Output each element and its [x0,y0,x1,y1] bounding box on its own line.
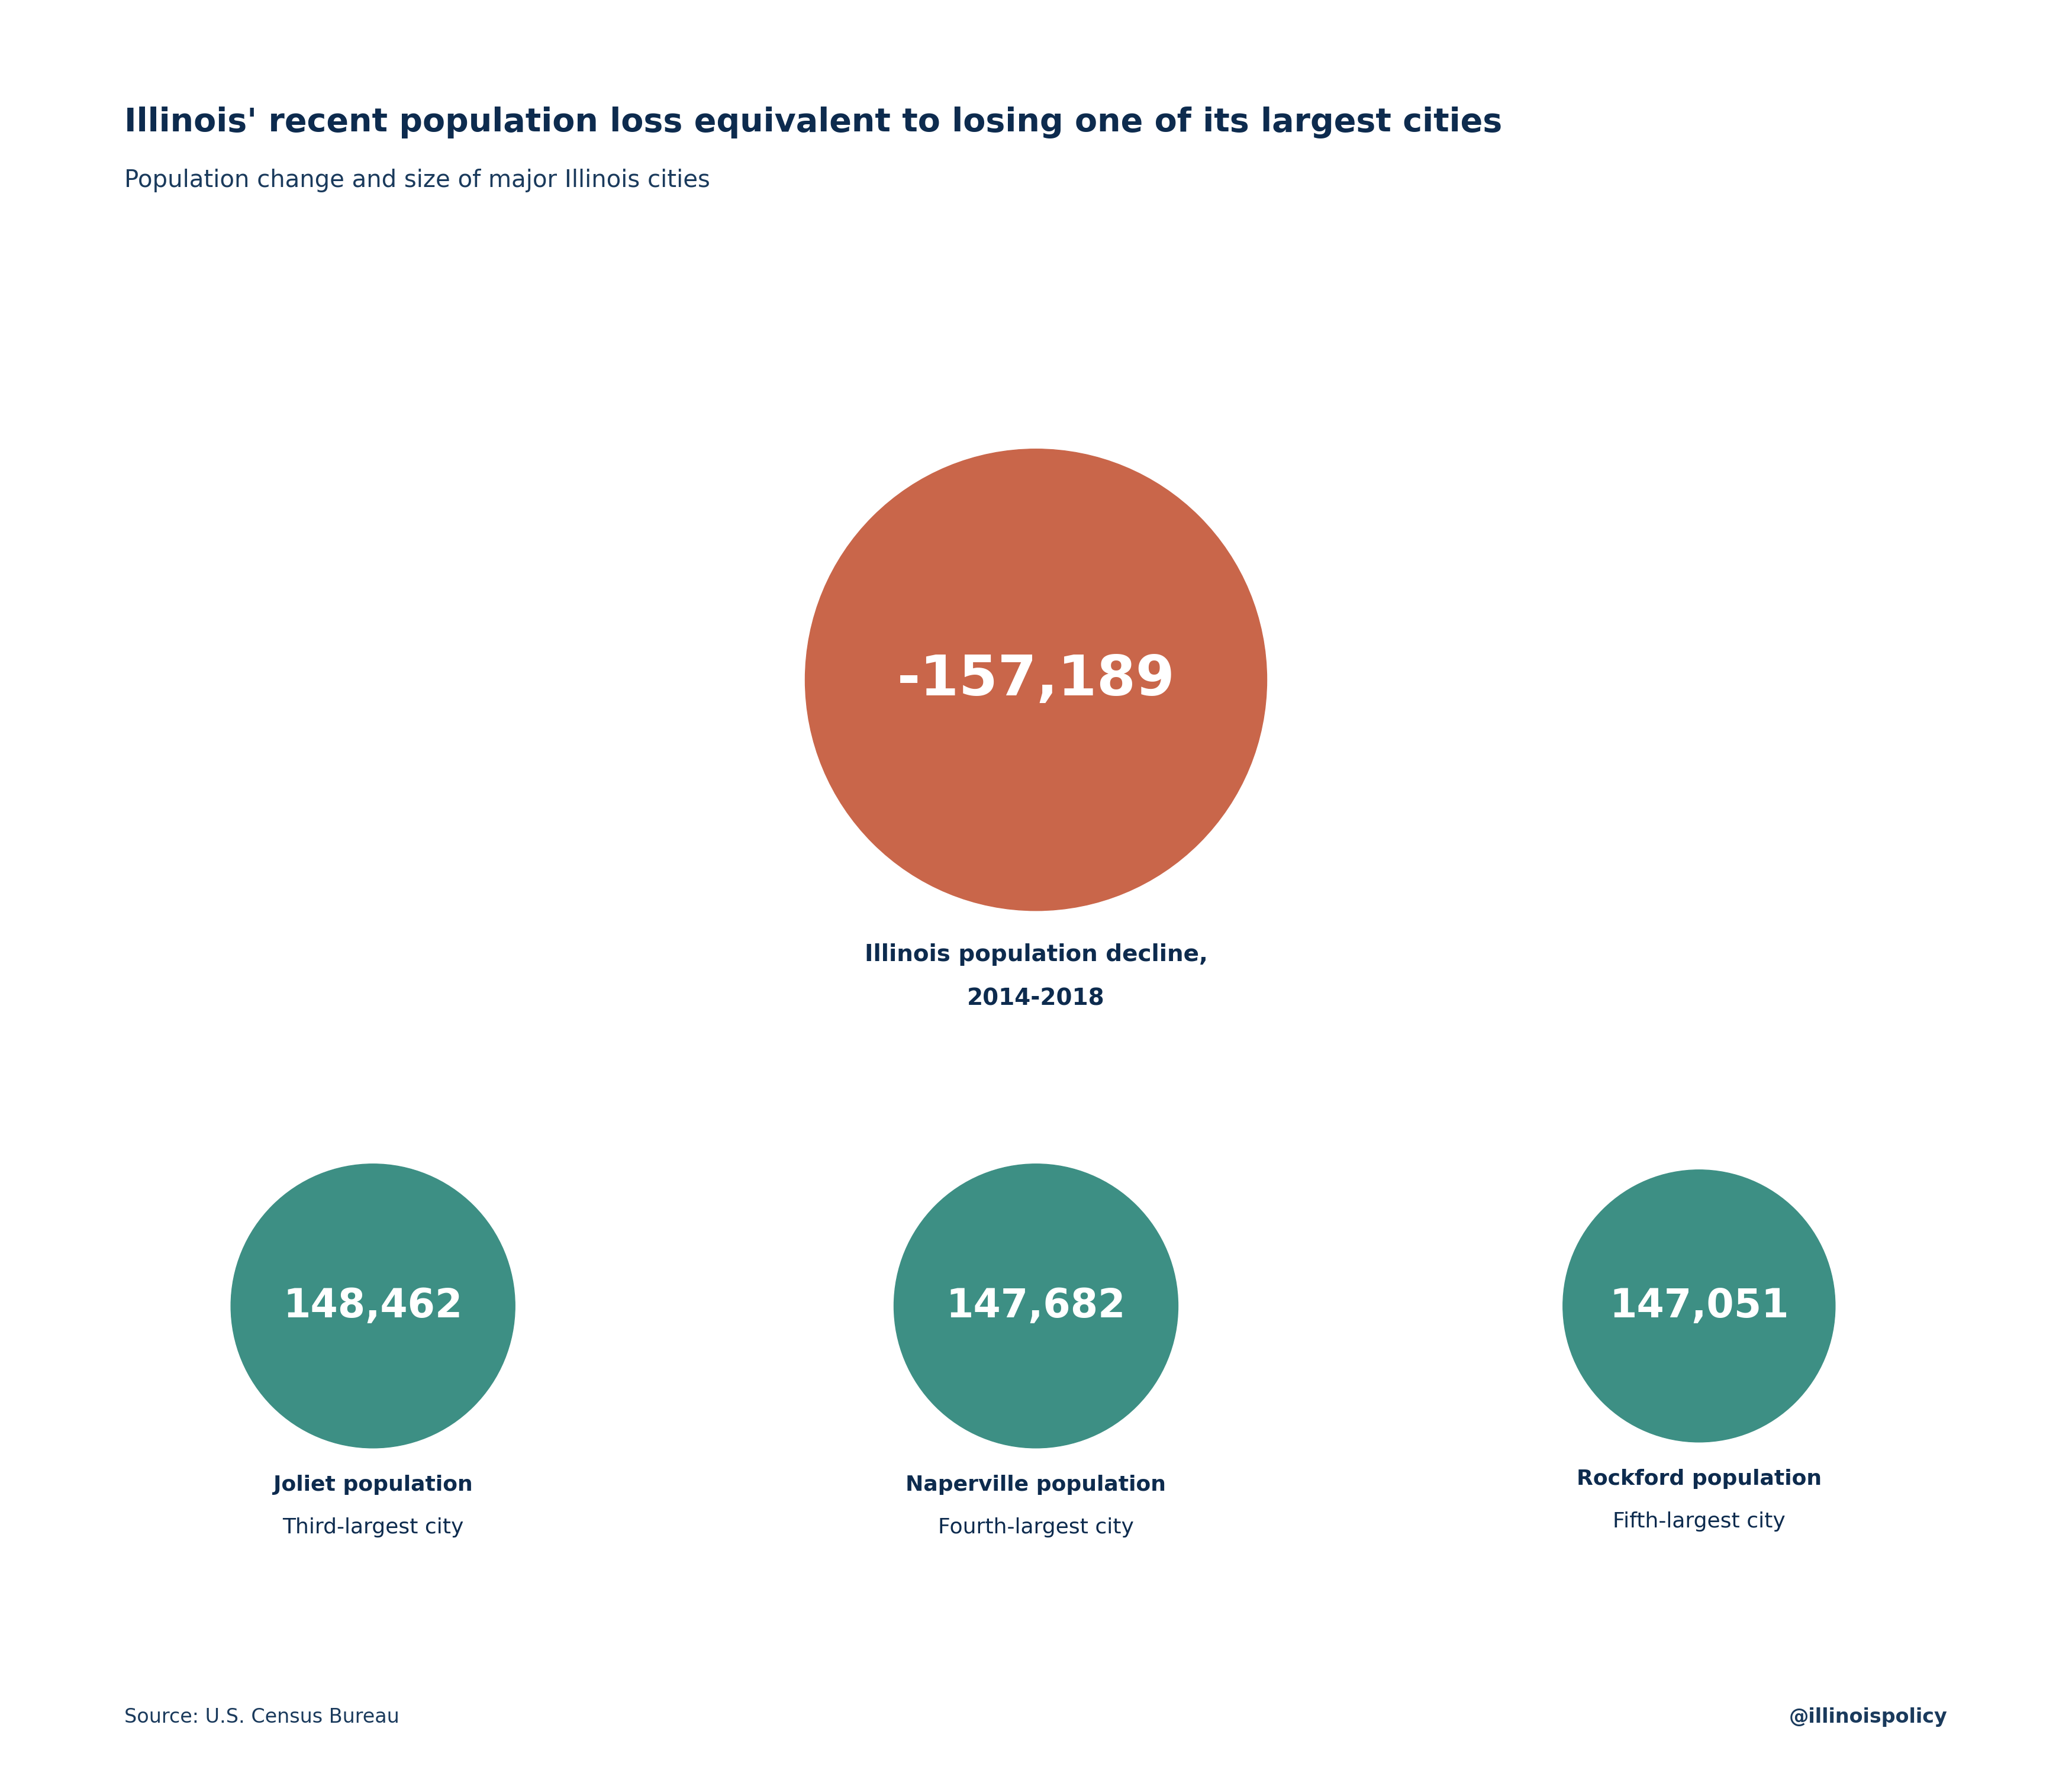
Text: 147,051: 147,051 [1610,1286,1788,1326]
Circle shape [893,1165,1179,1447]
Text: @illinoispolicy: @illinoispolicy [1790,1707,1948,1726]
Text: Population change and size of major Illinois cities: Population change and size of major Illi… [124,168,711,193]
Text: 2014-2018: 2014-2018 [968,988,1104,1011]
Text: 148,462: 148,462 [284,1286,462,1326]
Circle shape [1562,1170,1836,1442]
Text: Naperville population: Naperville population [905,1474,1167,1496]
Text: Illinois' recent population loss equivalent to losing one of its largest cities: Illinois' recent population loss equival… [124,107,1502,138]
Text: Third-largest city: Third-largest city [282,1517,464,1537]
Text: Source: U.S. Census Bureau: Source: U.S. Census Bureau [124,1707,400,1726]
Text: Fourth-largest city: Fourth-largest city [939,1517,1133,1537]
Text: -157,189: -157,189 [897,653,1175,707]
Text: Rockford population: Rockford population [1577,1469,1821,1488]
Text: Fifth-largest city: Fifth-largest city [1612,1512,1786,1531]
Text: Joliet population: Joliet population [274,1474,472,1496]
Circle shape [230,1165,516,1447]
Text: Illinois population decline,: Illinois population decline, [864,943,1208,966]
Text: 147,682: 147,682 [947,1286,1125,1326]
Circle shape [806,449,1266,911]
